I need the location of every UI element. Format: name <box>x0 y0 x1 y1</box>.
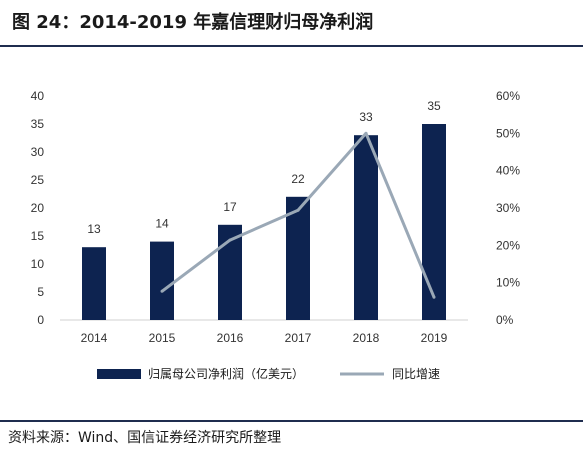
left-axis-tick-label: 5 <box>37 285 44 299</box>
legend-swatch-bar <box>97 369 141 379</box>
x-axis-tick-label: 2017 <box>285 331 312 345</box>
left-axis-tick-label: 10 <box>31 257 45 271</box>
legend-label-bar: 归属母公司净利润（亿美元） <box>148 366 304 381</box>
left-axis-tick-label: 40 <box>31 89 45 103</box>
bar-net-profit <box>82 247 106 320</box>
footer-rule <box>0 420 583 422</box>
right-axis-tick-label: 0% <box>496 313 514 327</box>
x-axis-tick-label: 2014 <box>81 331 108 345</box>
x-axis-tick-label: 2015 <box>149 331 176 345</box>
source-note: 资料来源：Wind、国信证券经济研究所整理 <box>8 430 282 446</box>
x-axis-tick-label: 2016 <box>217 331 244 345</box>
bar-value-label: 17 <box>223 200 237 214</box>
bar-net-profit <box>286 196 310 320</box>
growth-rate-point <box>296 208 300 212</box>
right-axis-tick-label: 50% <box>496 126 520 140</box>
figure-title: 图 24：2014-2019 年嘉信理财归母净利润 <box>12 12 374 33</box>
growth-rate-point <box>228 238 232 242</box>
right-axis-tick-label: 40% <box>496 164 520 178</box>
left-axis-tick-label: 35 <box>31 117 45 131</box>
bar-value-label: 22 <box>291 172 305 186</box>
bar-value-label: 14 <box>155 217 169 231</box>
bar-value-label: 35 <box>427 99 441 113</box>
left-axis-tick-label: 25 <box>31 173 45 187</box>
growth-rate-point <box>160 289 164 293</box>
x-axis-tick-label: 2018 <box>353 331 380 345</box>
bar-value-label: 13 <box>87 222 101 236</box>
growth-rate-point <box>432 295 436 299</box>
bar-net-profit <box>422 124 446 320</box>
right-axis-tick-label: 60% <box>496 89 520 103</box>
left-axis-tick-label: 20 <box>31 201 45 215</box>
right-axis-tick-label: 20% <box>496 238 520 252</box>
bar-net-profit <box>354 135 378 320</box>
left-axis-tick-label: 15 <box>31 229 45 243</box>
bar-net-profit <box>150 241 174 320</box>
legend-label-line: 同比增速 <box>392 367 440 381</box>
left-axis-tick-label: 0 <box>37 313 44 327</box>
bar-value-label: 33 <box>359 110 373 124</box>
growth-rate-point <box>364 131 368 135</box>
right-axis-tick-label: 30% <box>496 201 520 215</box>
title-rule <box>0 45 583 47</box>
left-axis-tick-label: 30 <box>31 145 45 159</box>
x-axis-tick-label: 2019 <box>421 331 448 345</box>
right-axis-tick-label: 10% <box>496 276 520 290</box>
